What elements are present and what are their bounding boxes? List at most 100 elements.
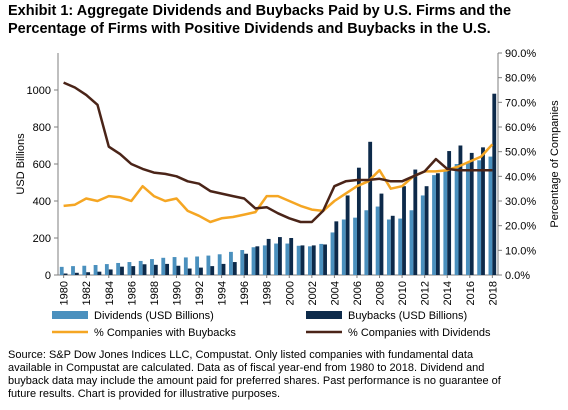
bar-dividends — [364, 210, 369, 275]
bar-dividends — [71, 266, 75, 275]
bar-buybacks — [356, 167, 361, 275]
bar-dividends — [104, 264, 109, 275]
bar-dividends — [127, 262, 132, 275]
bar-buybacks — [120, 266, 124, 275]
bar-buybacks — [345, 195, 350, 275]
bar-buybacks — [165, 263, 170, 275]
bar-dividends — [319, 243, 324, 275]
source-line-1: Source: S&P Dow Jones Indices LLC, Compu… — [8, 349, 474, 361]
bar-buybacks — [289, 238, 294, 275]
line-pct-dividends — [63, 81, 493, 224]
bar-buybacks — [458, 145, 463, 275]
bar-dividends — [93, 265, 98, 275]
bar-dividends — [454, 164, 459, 275]
x-tick-label: 1980 — [59, 281, 71, 305]
x-tick-label: 1994 — [217, 281, 229, 305]
bar-buybacks — [334, 221, 339, 275]
y-right-tick-label: 50.0% — [505, 147, 536, 159]
bar-buybacks — [278, 237, 282, 275]
bar-dividends — [150, 259, 154, 275]
x-tick-label: 2000 — [284, 281, 296, 305]
bar-buybacks — [199, 267, 203, 275]
chart-title-line-2: Percentage of Firms with Positive Divide… — [8, 21, 491, 37]
x-tick-label: 2012 — [420, 281, 432, 305]
bar-dividends — [308, 246, 312, 275]
bar-dividends — [116, 262, 121, 275]
bar-buybacks — [469, 152, 474, 275]
y-left-tick-label: 0 — [45, 270, 51, 282]
bar-dividends — [59, 266, 64, 275]
bar-dividends — [262, 245, 267, 275]
bar-dividends — [420, 195, 425, 275]
bar-buybacks — [108, 269, 113, 275]
bar-buybacks — [86, 272, 91, 275]
source-line-4: future results. Chart is provided for il… — [8, 388, 281, 400]
x-tick-label: 2006 — [352, 281, 364, 305]
bar-dividends — [409, 210, 414, 275]
bar-buybacks — [402, 186, 406, 275]
bar-buybacks — [232, 262, 237, 275]
x-tick-label: 1988 — [149, 281, 161, 305]
source-note: Source: S&P Dow Jones Indices LLC, Compu… — [8, 349, 564, 401]
bar-dividends — [195, 256, 200, 275]
x-tick-label: 1984 — [104, 281, 116, 305]
y-right-tick-label: 10.0% — [505, 245, 536, 257]
bar-dividends — [465, 162, 470, 275]
y-right-tick-label: 20.0% — [505, 221, 536, 233]
bar-buybacks — [447, 151, 452, 275]
bar-buybacks — [176, 265, 181, 275]
legend-pct-dividends-label: % Companies with Dividends — [348, 327, 491, 339]
bar-buybacks — [266, 238, 271, 275]
y-left-tick-label: 1000 — [27, 85, 51, 97]
bar-dividends — [161, 257, 166, 275]
y-left-tick-label: 400 — [33, 196, 51, 208]
legend-buybacks-label: Buybacks (USD Billions) — [348, 310, 467, 322]
bar-buybacks — [413, 169, 418, 275]
bar-dividends — [432, 175, 436, 275]
bar-dividends — [341, 219, 346, 275]
legend-dividends-label: Dividends (USD Billions) — [94, 310, 214, 322]
bar-dividends — [274, 243, 278, 275]
legend-dividends-swatch — [52, 311, 88, 319]
bar-buybacks — [311, 245, 316, 275]
x-tick-label: 1996 — [239, 281, 251, 305]
bar-dividends — [488, 156, 493, 275]
chart-title: Exhibit 1: Aggregate Dividends and Buyba… — [8, 2, 560, 38]
bar-dividends — [82, 265, 87, 275]
y-right-tick-label: 60.0% — [505, 122, 536, 134]
bar-buybacks — [435, 173, 440, 275]
x-tick-label: 1982 — [81, 281, 93, 305]
bar-buybacks — [97, 271, 102, 275]
bar-buybacks — [379, 193, 384, 275]
bar-buybacks — [424, 186, 429, 275]
y-right-axis-title: Percentage of Companies — [549, 100, 561, 228]
bar-dividends — [217, 254, 222, 275]
bar-buybacks — [255, 246, 260, 275]
legend-pct-buybacks-label: % Companies with Buybacks — [94, 327, 236, 339]
bar-buybacks — [244, 253, 248, 275]
x-tick-label: 2004 — [329, 281, 341, 305]
y-right-tick-label: 70.0% — [505, 97, 536, 109]
x-tick-label: 1998 — [262, 281, 274, 305]
bar-dividends — [251, 247, 256, 275]
bar-buybacks — [131, 266, 136, 275]
bar-dividends — [375, 206, 380, 275]
bar-dividends — [398, 218, 403, 275]
bar-buybacks — [74, 272, 79, 275]
y-right-tick-label: 0.0% — [505, 270, 530, 282]
y-left-tick-label: 600 — [33, 159, 51, 171]
bar-buybacks — [481, 147, 485, 275]
bar-buybacks — [390, 215, 395, 275]
x-tick-label: 1992 — [194, 281, 206, 305]
x-tick-label: 1990 — [171, 281, 183, 305]
bar-buybacks — [210, 266, 215, 275]
legend-buybacks-swatch — [306, 311, 342, 319]
x-tick-label: 1986 — [126, 281, 138, 305]
y-left-axis-title: USD Billions — [15, 133, 27, 195]
bar-dividends — [443, 171, 448, 275]
source-line-2: available in Compustat are calculated. D… — [8, 362, 485, 374]
y-right-tick-label: 90.0% — [505, 48, 536, 60]
bar-dividends — [240, 250, 245, 275]
x-tick-label: 2002 — [307, 281, 319, 305]
